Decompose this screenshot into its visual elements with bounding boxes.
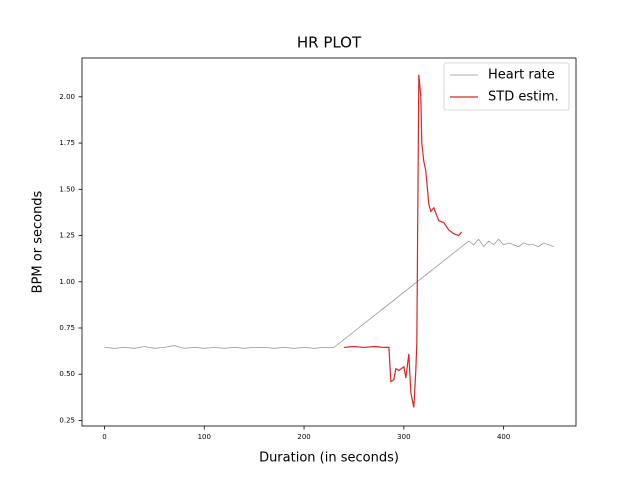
x-axis-label: Duration (in seconds)	[259, 451, 399, 466]
y-tick-label: 0.50	[59, 370, 75, 378]
y-axis-label: BPM or seconds	[31, 190, 46, 293]
y-tick-label: 1.75	[59, 139, 75, 147]
x-tick-label: 0	[102, 433, 106, 441]
legend-label: STD estim.	[488, 90, 559, 105]
series-line	[104, 238, 554, 349]
plot-frame	[81, 57, 577, 427]
chart-title: HR PLOT	[297, 34, 362, 52]
x-tick-label: 200	[297, 433, 310, 441]
x-tick-label: 300	[397, 433, 410, 441]
x-tick-label: 400	[497, 433, 510, 441]
x-tick-label: 100	[198, 433, 211, 441]
y-tick-label: 0.25	[59, 416, 75, 424]
y-tick-label: 1.00	[59, 278, 75, 286]
y-tick-label: 1.50	[59, 185, 75, 193]
y-tick-label: 1.25	[59, 232, 75, 240]
y-tick-label: 2.00	[59, 93, 75, 101]
series-line	[343, 74, 463, 408]
y-tick-label: 0.75	[59, 324, 75, 332]
legend-label: Heart rate	[488, 68, 555, 83]
